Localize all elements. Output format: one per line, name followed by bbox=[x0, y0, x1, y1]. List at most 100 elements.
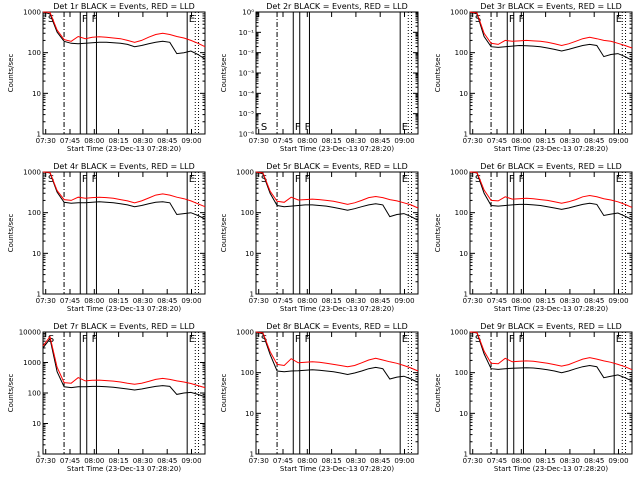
y-axis-label: Counts/sec bbox=[7, 54, 15, 93]
y-tick-label: 10 bbox=[32, 420, 41, 428]
y-tick-label: 1 bbox=[464, 451, 468, 459]
x-axis-label: Start Time (23-Dec-13 07:28:20) bbox=[280, 465, 394, 473]
x-tick-label: 08:45 bbox=[157, 297, 177, 305]
y-tick-label: 100 bbox=[28, 209, 41, 217]
plot-frame bbox=[42, 171, 206, 295]
x-tick-label: 07:45 bbox=[60, 297, 80, 305]
x-axis-label: Start Time (23-Dec-13 07:28:20) bbox=[494, 305, 608, 313]
x-tick-label: 08:00 bbox=[511, 137, 531, 145]
plot-frame bbox=[255, 11, 419, 135]
y-tick-label: 1000 bbox=[23, 9, 41, 17]
series-line-events-black bbox=[469, 11, 633, 61]
event-marker-F: F bbox=[305, 334, 311, 345]
event-marker-F: F bbox=[509, 14, 515, 25]
y-tick-label: 1000 bbox=[450, 169, 468, 177]
chart-panel-8: Det 8r BLACK = Events, RED = LLD 1 10 100 10… bbox=[220, 322, 419, 473]
y-axis-label: Counts/sec bbox=[434, 214, 442, 253]
x-tick-label: 08:15 bbox=[322, 297, 342, 305]
plot-frame bbox=[42, 331, 206, 455]
y-tick-label: 1 bbox=[464, 291, 468, 299]
event-marker-F: F bbox=[295, 122, 301, 133]
x-tick-label: 07:30 bbox=[463, 137, 483, 145]
event-marker-F: F bbox=[295, 334, 301, 345]
x-tick-label: 08:00 bbox=[84, 297, 104, 305]
series-line-lld-red bbox=[469, 171, 633, 208]
x-tick-label: 08:15 bbox=[322, 457, 342, 465]
series-line-lld-red bbox=[255, 171, 419, 209]
plot-frame bbox=[469, 11, 633, 135]
x-axis-label: Start Time (23-Dec-13 07:28:20) bbox=[67, 145, 181, 153]
y-tick-label: 1000 bbox=[23, 169, 41, 177]
x-tick-label: 07:30 bbox=[36, 297, 56, 305]
x-tick-label: 07:30 bbox=[36, 137, 56, 145]
x-tick-label: 07:45 bbox=[487, 297, 507, 305]
x-tick-label: 07:45 bbox=[273, 137, 293, 145]
y-tick-label: 10 bbox=[32, 90, 41, 98]
y-tick-label: 10 bbox=[459, 250, 468, 258]
y-tick-label: 10000 bbox=[19, 329, 41, 337]
chart-panel-9: Det 9r BLACK = Events, RED = LLD 1 10 100 10… bbox=[434, 322, 633, 473]
chart-title: Det 7r BLACK = Events, RED = LLD bbox=[53, 322, 195, 331]
y-tick-label: 10⁰ bbox=[242, 9, 254, 17]
event-marker-S: S bbox=[475, 14, 481, 25]
x-tick-label: 07:30 bbox=[463, 297, 483, 305]
event-marker-F: F bbox=[82, 174, 88, 185]
y-tick-label: 10⁻² bbox=[239, 49, 255, 57]
x-tick-label: 08:00 bbox=[84, 137, 104, 145]
y-tick-label: 100 bbox=[28, 49, 41, 57]
x-tick-label: 08:30 bbox=[346, 297, 366, 305]
y-tick-label: 10 bbox=[245, 250, 254, 258]
event-marker-S: S bbox=[48, 174, 54, 185]
x-tick-label: 09:00 bbox=[394, 137, 414, 145]
x-tick-label: 08:30 bbox=[560, 137, 580, 145]
x-tick-label: 09:00 bbox=[394, 297, 414, 305]
x-tick-label: 07:30 bbox=[249, 457, 269, 465]
event-marker-F: F bbox=[519, 174, 525, 185]
x-tick-label: 08:30 bbox=[346, 137, 366, 145]
event-marker-S: S bbox=[261, 174, 267, 185]
chart-panel-7: Det 7r BLACK = Events, RED = LLD 1 10 100 10… bbox=[7, 322, 206, 473]
chart-panel-6: Det 6r BLACK = Events, RED = LLD 1 10 100 10… bbox=[434, 162, 633, 313]
x-tick-label: 08:45 bbox=[370, 137, 390, 145]
y-axis-label: Counts/sec bbox=[7, 374, 15, 413]
event-marker-F: F bbox=[519, 334, 525, 345]
x-tick-label: 07:45 bbox=[273, 457, 293, 465]
chart-panel-2: Det 2r BLACK = Events, RED = LLD 10⁻⁶ 10⁻⁵… bbox=[220, 2, 419, 153]
event-marker-E: E bbox=[189, 14, 195, 25]
x-tick-label: 09:00 bbox=[394, 457, 414, 465]
y-tick-label: 10 bbox=[32, 250, 41, 258]
event-marker-E: E bbox=[189, 174, 195, 185]
x-tick-label: 08:00 bbox=[297, 137, 317, 145]
event-marker-E: E bbox=[402, 174, 408, 185]
x-tick-label: 07:30 bbox=[249, 297, 269, 305]
x-tick-label: 08:15 bbox=[536, 457, 556, 465]
y-tick-label: 10⁻⁴ bbox=[239, 90, 255, 98]
series-line-lld-red bbox=[42, 335, 206, 389]
y-tick-label: 1000 bbox=[236, 329, 254, 337]
event-marker-F: F bbox=[92, 14, 98, 25]
x-tick-label: 08:45 bbox=[157, 457, 177, 465]
x-tick-label: 07:45 bbox=[273, 297, 293, 305]
y-tick-label: 10 bbox=[459, 410, 468, 418]
x-tick-label: 08:00 bbox=[511, 457, 531, 465]
series-line-events-black bbox=[469, 171, 633, 220]
chart-panel-1: Det 1r BLACK = Events, RED = LLD 1 10 100 10… bbox=[7, 2, 206, 153]
chart-title: Det 9r BLACK = Events, RED = LLD bbox=[480, 322, 622, 331]
series-line-lld-red bbox=[255, 331, 419, 372]
event-marker-F: F bbox=[509, 174, 515, 185]
y-axis-label: Counts/sec bbox=[220, 374, 228, 413]
y-tick-label: 100 bbox=[455, 49, 468, 57]
chart-panel-3: Det 3r BLACK = Events, RED = LLD 1 10 100 10… bbox=[434, 2, 633, 153]
event-marker-F: F bbox=[92, 334, 98, 345]
x-axis-label: Start Time (23-Dec-13 07:28:20) bbox=[67, 465, 181, 473]
x-tick-label: 08:30 bbox=[560, 297, 580, 305]
x-tick-label: 09:00 bbox=[608, 457, 628, 465]
x-tick-label: 08:00 bbox=[297, 457, 317, 465]
x-tick-label: 08:00 bbox=[84, 457, 104, 465]
x-tick-label: 09:00 bbox=[181, 137, 201, 145]
event-marker-F: F bbox=[295, 174, 301, 185]
x-tick-label: 08:15 bbox=[109, 457, 129, 465]
x-tick-label: 07:45 bbox=[487, 457, 507, 465]
y-tick-label: 10⁻⁶ bbox=[239, 131, 255, 139]
y-tick-label: 10⁻¹ bbox=[239, 29, 255, 37]
